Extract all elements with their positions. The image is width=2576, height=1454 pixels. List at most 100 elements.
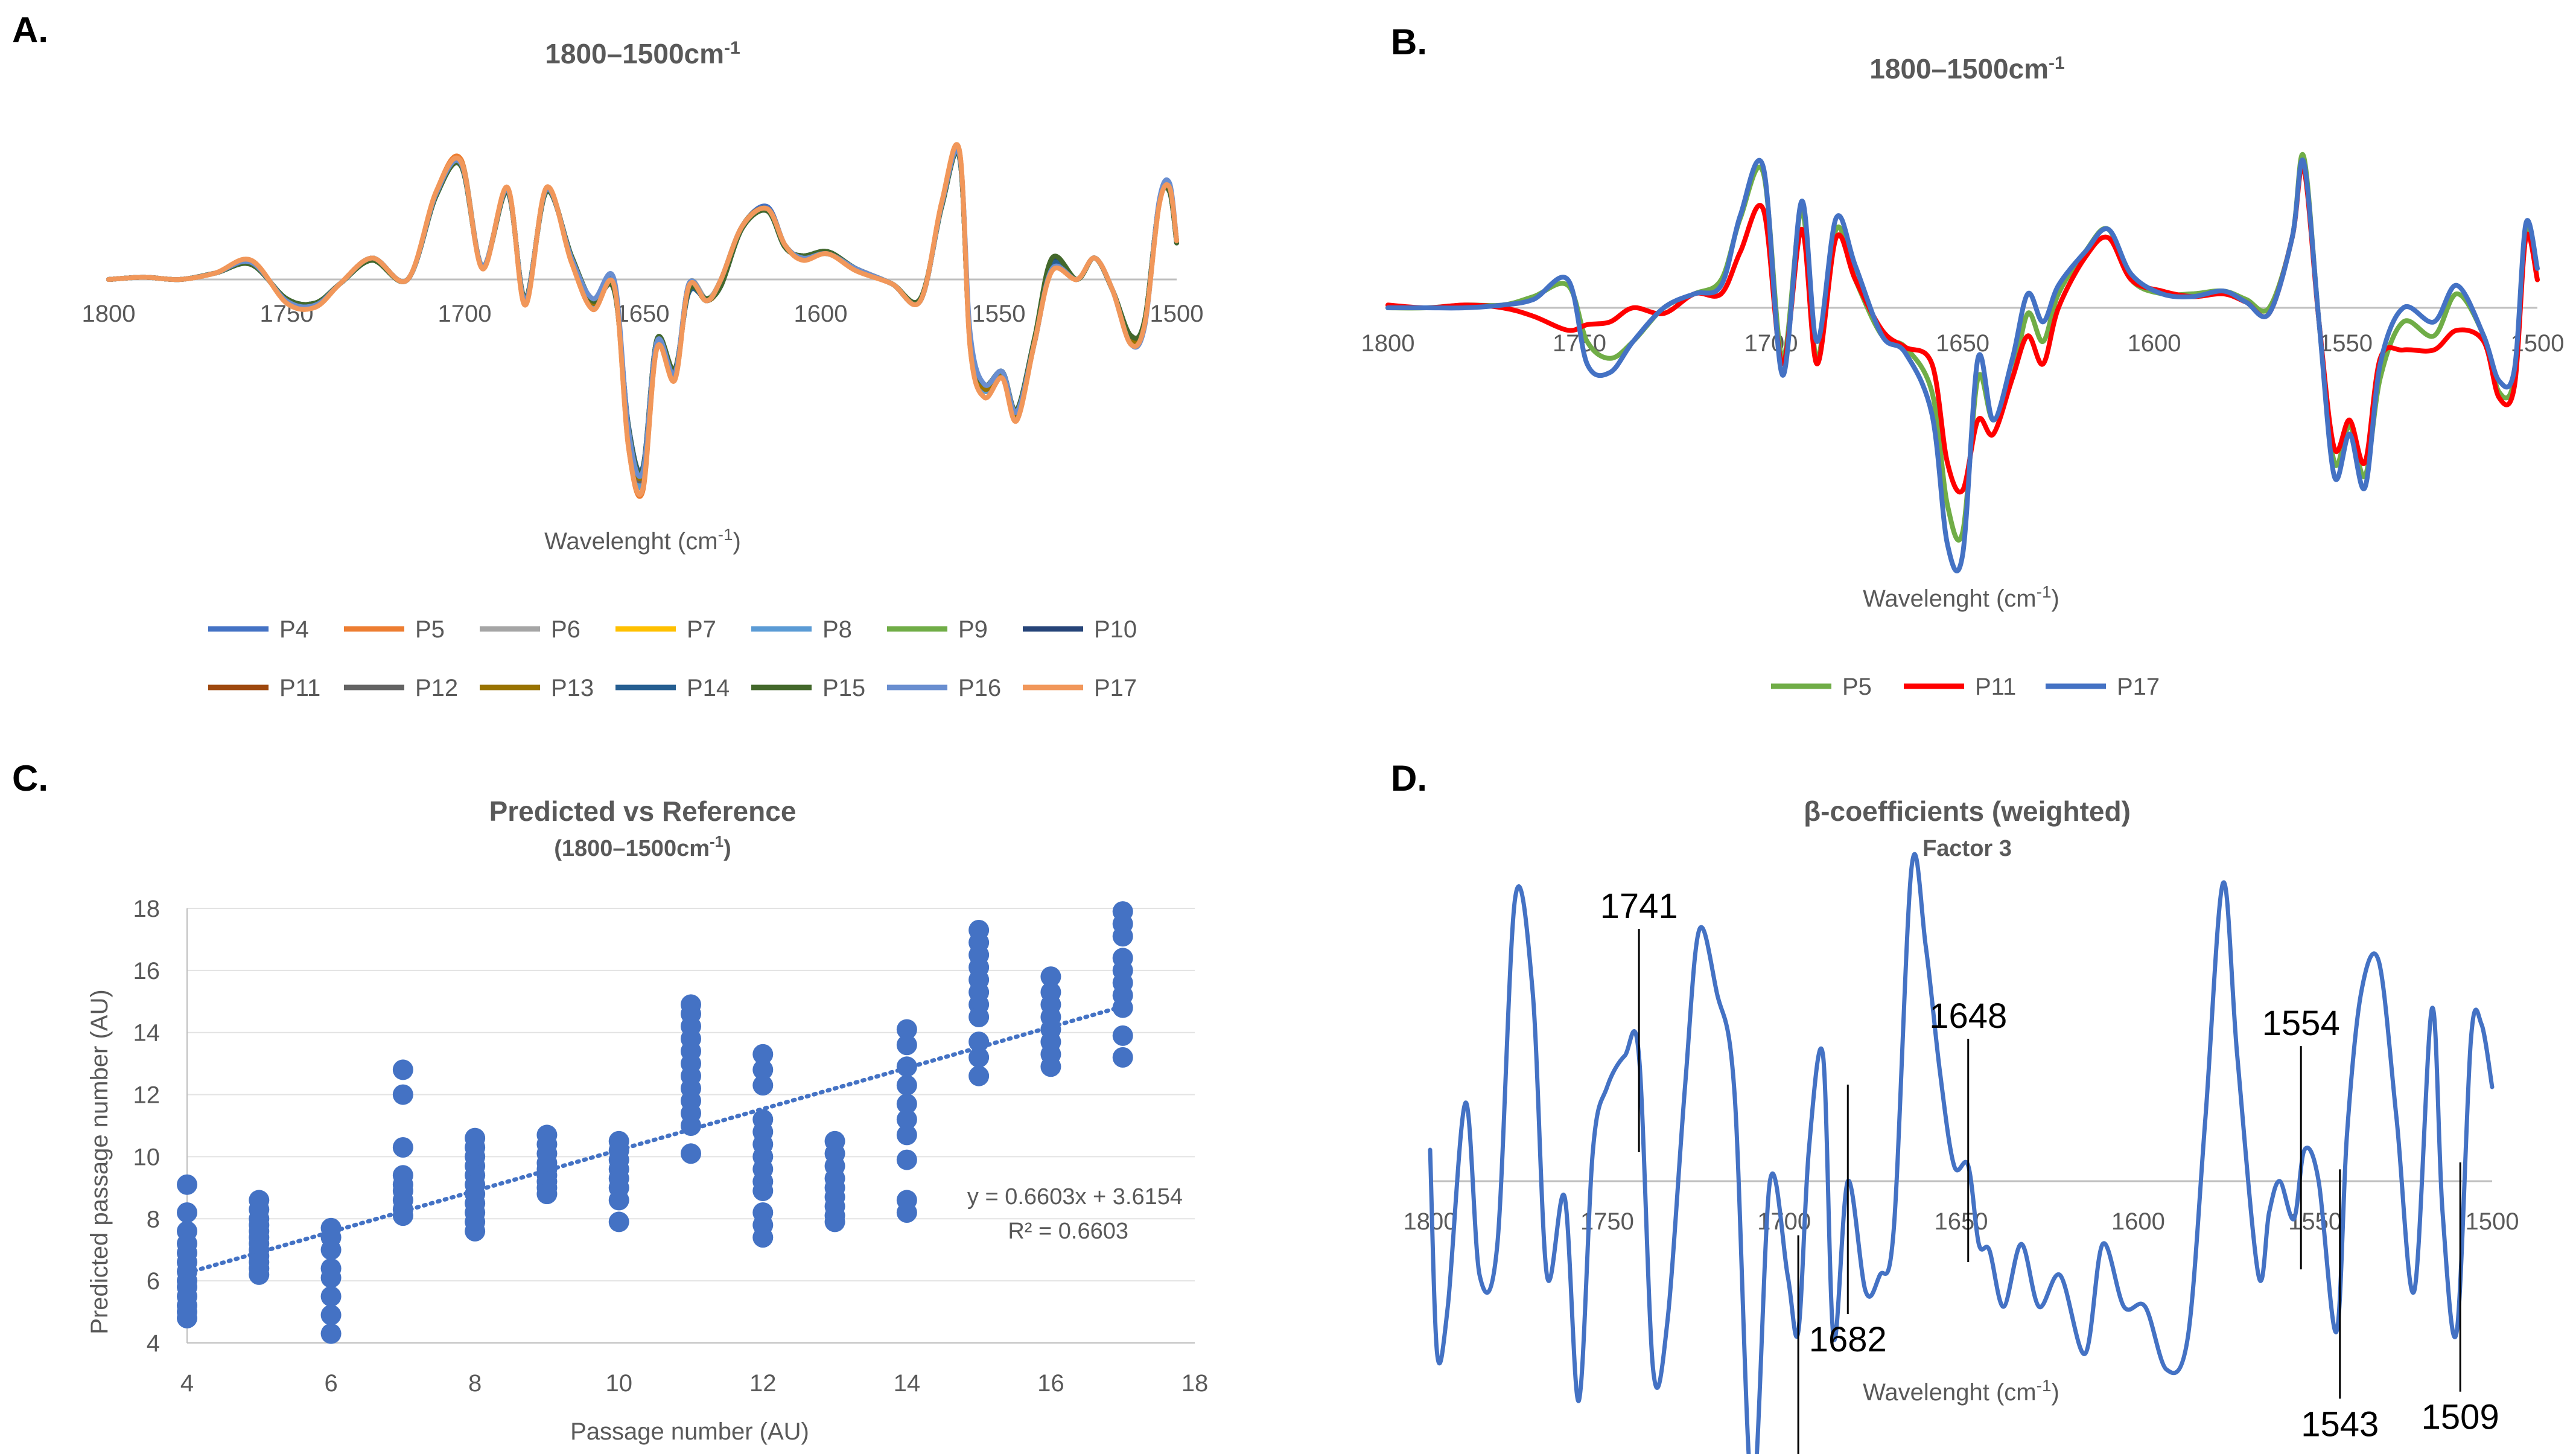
scatter-point bbox=[249, 1264, 270, 1285]
panel-label-b: B. bbox=[1391, 22, 1427, 62]
scatter-point bbox=[608, 1211, 629, 1232]
legend-item-p8: P8 bbox=[751, 616, 852, 643]
chart-b-xtick: 1600 bbox=[2128, 330, 2181, 357]
legend-item-p4: P4 bbox=[208, 616, 309, 643]
scatter-point bbox=[177, 1307, 197, 1328]
scatter-point bbox=[752, 1181, 774, 1201]
chart-d-series-beta bbox=[1428, 852, 2495, 1454]
chart-c-xtick: 10 bbox=[605, 1370, 632, 1397]
legend-label: P17 bbox=[1094, 675, 1137, 701]
legend-item-p17: P17 bbox=[2046, 674, 2160, 700]
panel-label-c: C. bbox=[12, 758, 48, 799]
scatter-point bbox=[896, 1149, 917, 1170]
chart-c-ytick: 8 bbox=[147, 1206, 160, 1232]
legend-item-p10: P10 bbox=[1023, 616, 1137, 643]
annotation-1741: 1741 bbox=[1600, 887, 1678, 1152]
legend-label: P15 bbox=[822, 675, 865, 701]
annotation-1543: 1543 bbox=[2301, 1169, 2379, 1444]
legend-item-p15: P15 bbox=[751, 675, 865, 701]
scatter-point bbox=[968, 1047, 990, 1068]
scatter-point bbox=[1112, 926, 1133, 947]
chart-c-equation: y = 0.6603x + 3.6154 bbox=[967, 1184, 1183, 1210]
scatter-point bbox=[752, 1059, 774, 1080]
scatter-point bbox=[681, 1143, 701, 1164]
legend-label: P11 bbox=[1975, 674, 2016, 700]
chart-a-xlabel: Wavelenght (cm-1) bbox=[544, 525, 741, 555]
legend-label: P9 bbox=[958, 616, 988, 643]
chart-c-xlabel: Passage number (AU) bbox=[570, 1418, 809, 1445]
scatter-point bbox=[752, 1075, 774, 1096]
scatter-point bbox=[752, 1044, 774, 1065]
scatter-point bbox=[177, 1202, 197, 1223]
scatter-point bbox=[320, 1267, 342, 1288]
chart-c-ytick: 12 bbox=[133, 1082, 161, 1109]
chart-c-r2: R² = 0.6603 bbox=[1008, 1219, 1128, 1244]
chart-c-xtick: 14 bbox=[894, 1370, 921, 1397]
scatter-point bbox=[752, 1227, 774, 1248]
chart-c-ylabel: Predicted passage number (AU) bbox=[86, 989, 113, 1334]
chart-c-ytick: 16 bbox=[133, 958, 161, 984]
scatter-point bbox=[1112, 1047, 1133, 1068]
scatter-point bbox=[896, 1019, 917, 1040]
scatter-point bbox=[320, 1239, 342, 1260]
chart-a-legend: P4 P5 P6 P7 P8 P9 P10 P11 P12 P13 P14 P15 P16 P17 bbox=[208, 616, 1137, 701]
legend-item-p12: P12 bbox=[344, 675, 458, 701]
legend-item-p5: P5 bbox=[344, 616, 445, 643]
chart-a-xtick: 1550 bbox=[972, 301, 1026, 327]
annotation-label: 1554 bbox=[2262, 1004, 2340, 1043]
chart-c-xtick: 18 bbox=[1181, 1370, 1209, 1397]
chart-c-ytick: 6 bbox=[147, 1268, 160, 1295]
scatter-point bbox=[392, 1059, 413, 1080]
legend-label: P6 bbox=[551, 616, 580, 643]
chart-c-ytick: 10 bbox=[133, 1144, 161, 1170]
chart-c-ytick: 14 bbox=[133, 1020, 161, 1047]
scatter-point bbox=[1040, 1056, 1061, 1077]
annotation-1554: 1554 bbox=[2262, 1004, 2340, 1270]
legend-label: P10 bbox=[1094, 616, 1137, 643]
legend-item-p13: P13 bbox=[480, 675, 594, 701]
scatter-point bbox=[1040, 966, 1061, 987]
scatter-point bbox=[320, 1304, 342, 1325]
chart-d-xlabel: Wavelenght (cm-1) bbox=[1863, 1376, 2059, 1406]
scatter-point bbox=[536, 1184, 558, 1205]
legend-label: P8 bbox=[822, 616, 852, 643]
chart-a-xtick: 1800 bbox=[82, 301, 136, 327]
scatter-point bbox=[896, 1124, 917, 1146]
legend-item-p11: P11 bbox=[1904, 674, 2016, 700]
scatter-point bbox=[896, 1075, 917, 1096]
legend-item-p5: P5 bbox=[1771, 674, 1872, 700]
legend-label: P5 bbox=[415, 616, 445, 643]
annotation-1696: 1696 bbox=[1797, 1235, 1799, 1454]
chart-b-legend: P5 P11 P17 bbox=[1771, 674, 2160, 700]
annotation-label: 1543 bbox=[2301, 1405, 2379, 1444]
scatter-point bbox=[896, 1035, 917, 1056]
annotation-label: 1648 bbox=[1929, 996, 2007, 1036]
scatter-point bbox=[968, 1007, 990, 1027]
legend-item-p14: P14 bbox=[615, 675, 730, 701]
legend-label: P17 bbox=[2117, 674, 2160, 700]
legend-label: P13 bbox=[551, 675, 594, 701]
scatter-point bbox=[896, 1202, 917, 1223]
annotation-label: 1509 bbox=[2422, 1398, 2499, 1437]
scatter-point bbox=[824, 1211, 845, 1232]
chart-b-series-p17 bbox=[1385, 158, 2540, 573]
legend-item-p9: P9 bbox=[887, 616, 988, 643]
chart-d-subtitle: Factor 3 bbox=[1922, 836, 2012, 861]
scatter-point bbox=[968, 1065, 990, 1086]
legend-item-p17: P17 bbox=[1023, 675, 1137, 701]
scatter-point bbox=[392, 1137, 413, 1158]
chart-a-xtick: 1600 bbox=[794, 301, 848, 327]
annotation-label: 1741 bbox=[1600, 887, 1678, 926]
chart-c-ytick: 4 bbox=[147, 1330, 160, 1357]
scatter-point bbox=[465, 1220, 486, 1242]
chart-a-xtick: 1500 bbox=[1150, 301, 1204, 327]
chart-d-xtick: 1600 bbox=[2111, 1208, 2165, 1235]
scatter-point bbox=[1112, 1025, 1133, 1046]
chart-c-xtick: 8 bbox=[468, 1370, 482, 1397]
legend-label: P11 bbox=[279, 675, 320, 701]
annotation-1682: 1682 bbox=[1809, 1085, 1887, 1359]
chart-c: Predicted vs Reference (1800–1500cm-1) 4… bbox=[86, 796, 1208, 1445]
chart-c-ytick: 18 bbox=[133, 896, 161, 922]
chart-a: 1800–1500cm-1 1800 1750 1700 1650 1600 1550 15… bbox=[82, 38, 1204, 702]
chart-b-xtick: 1550 bbox=[2319, 330, 2373, 357]
